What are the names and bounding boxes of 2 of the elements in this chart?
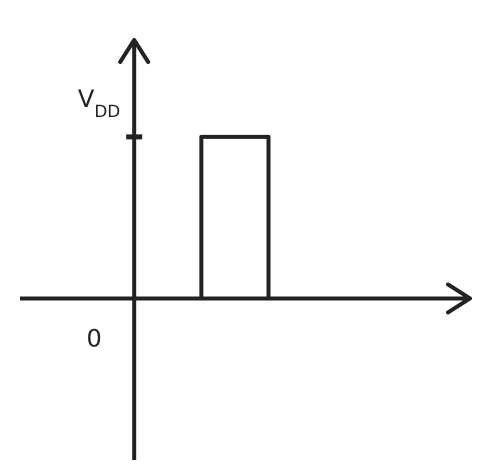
text: 0 bbox=[86, 324, 102, 352]
text: V$_{DD}$ bbox=[78, 84, 120, 121]
